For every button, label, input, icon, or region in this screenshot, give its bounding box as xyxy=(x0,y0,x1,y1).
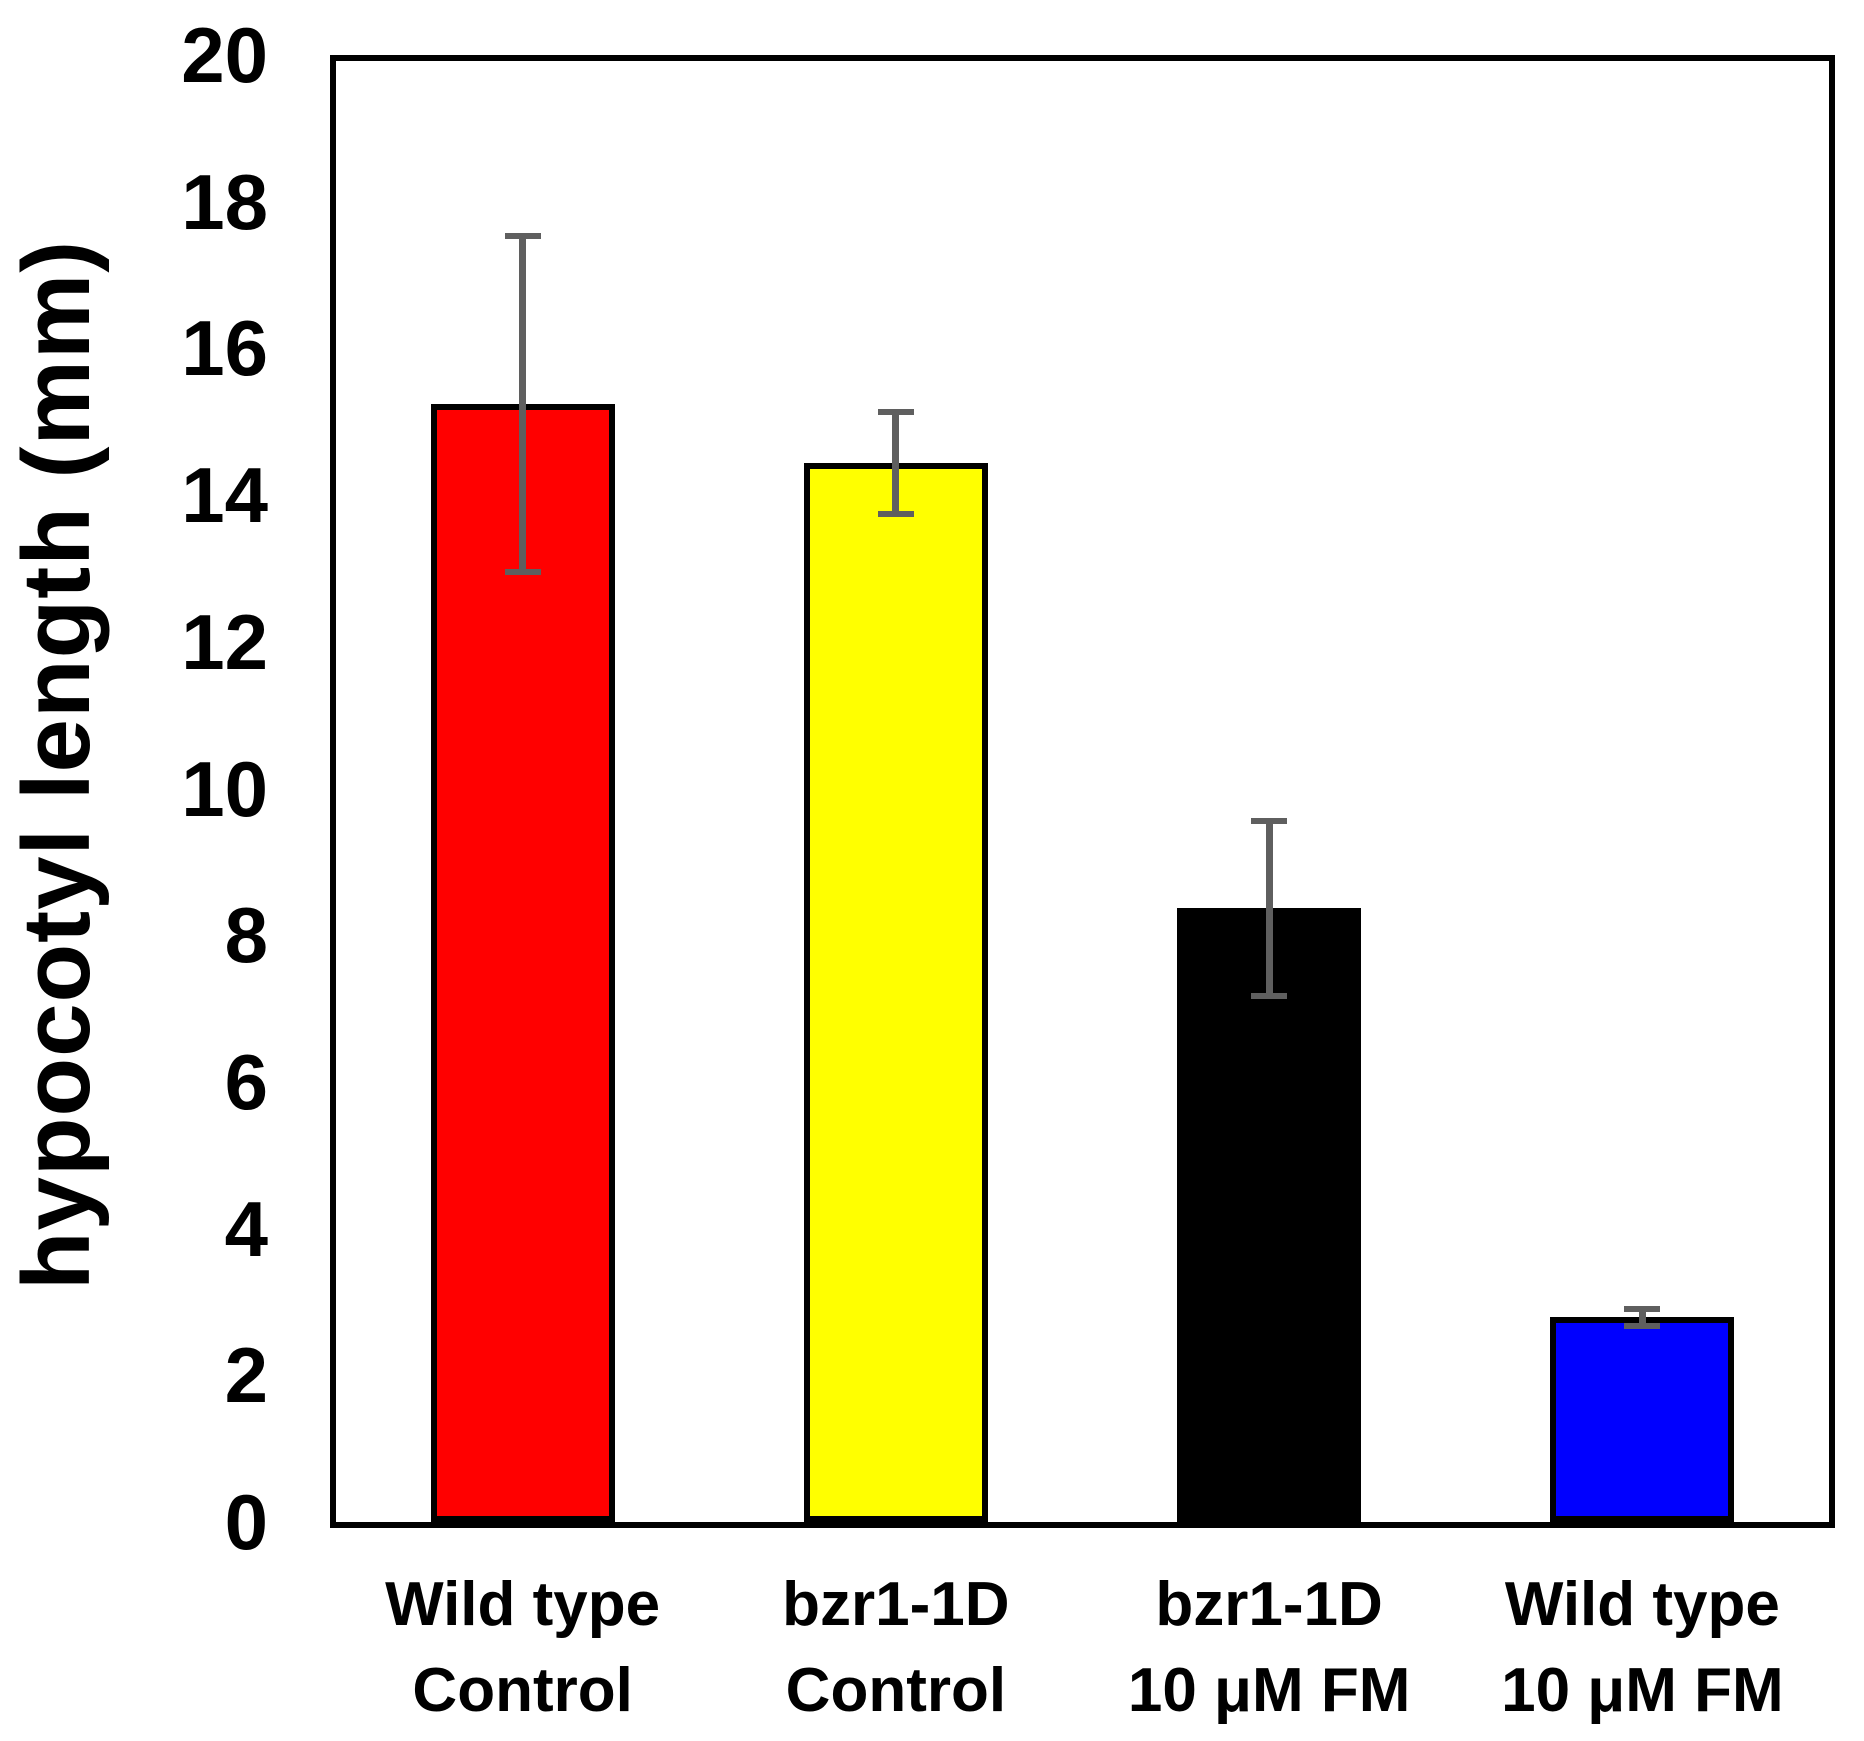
error-bar-cap xyxy=(1251,817,1288,824)
x-category-label-line: Control xyxy=(785,1656,1007,1725)
error-bar-cap xyxy=(877,408,914,415)
y-tick-label: 16 xyxy=(181,304,268,393)
x-category-label-line: Control xyxy=(412,1656,633,1725)
y-tick-label: 4 xyxy=(224,1184,268,1273)
error-bar-line xyxy=(1265,820,1273,997)
y-tick-label: 2 xyxy=(224,1331,268,1420)
y-tick-label: 18 xyxy=(181,157,268,246)
x-category-label: Wild type 10 μM FM xyxy=(1452,1562,1832,1734)
x-category-label: Wild type Control xyxy=(333,1562,713,1734)
error-bar-cap xyxy=(1624,1305,1661,1312)
x-category-label-line: bzr1-1D xyxy=(782,1570,1010,1639)
plot-area xyxy=(330,55,1835,1528)
y-tick-label: 6 xyxy=(224,1037,268,1126)
error-bar-cap xyxy=(877,510,914,517)
error-bar-cap xyxy=(1624,1323,1661,1330)
error-bar-line xyxy=(1638,1308,1646,1327)
bar xyxy=(430,404,615,1522)
x-category-label: bzr1-1D 10 μM FM xyxy=(1079,1562,1459,1734)
bar xyxy=(1550,1317,1735,1522)
bar xyxy=(803,463,988,1522)
x-category-label-line: 10 μM FM xyxy=(1501,1656,1784,1725)
error-bar-line xyxy=(519,236,527,573)
bar xyxy=(1177,908,1362,1522)
error-bar-cap xyxy=(504,233,541,240)
y-tick-label: 20 xyxy=(181,11,268,99)
x-category-label-line: bzr1-1D xyxy=(1155,1570,1383,1639)
y-tick-label: 12 xyxy=(181,597,268,686)
error-bar-line xyxy=(892,411,900,514)
x-category-label-line: Wild type xyxy=(385,1570,661,1639)
x-category-label: bzr1-1D Control xyxy=(706,1562,1086,1734)
x-category-label-line: 10 μM FM xyxy=(1127,1656,1411,1725)
y-tick-label: 10 xyxy=(181,744,268,833)
y-tick-label: 0 xyxy=(224,1478,268,1566)
y-tick-label: 14 xyxy=(181,451,268,540)
error-bar-cap xyxy=(1251,993,1288,1000)
error-bar-cap xyxy=(504,569,541,576)
x-category-label-line: Wild type xyxy=(1504,1570,1780,1639)
y-tick-label: 8 xyxy=(224,891,268,980)
